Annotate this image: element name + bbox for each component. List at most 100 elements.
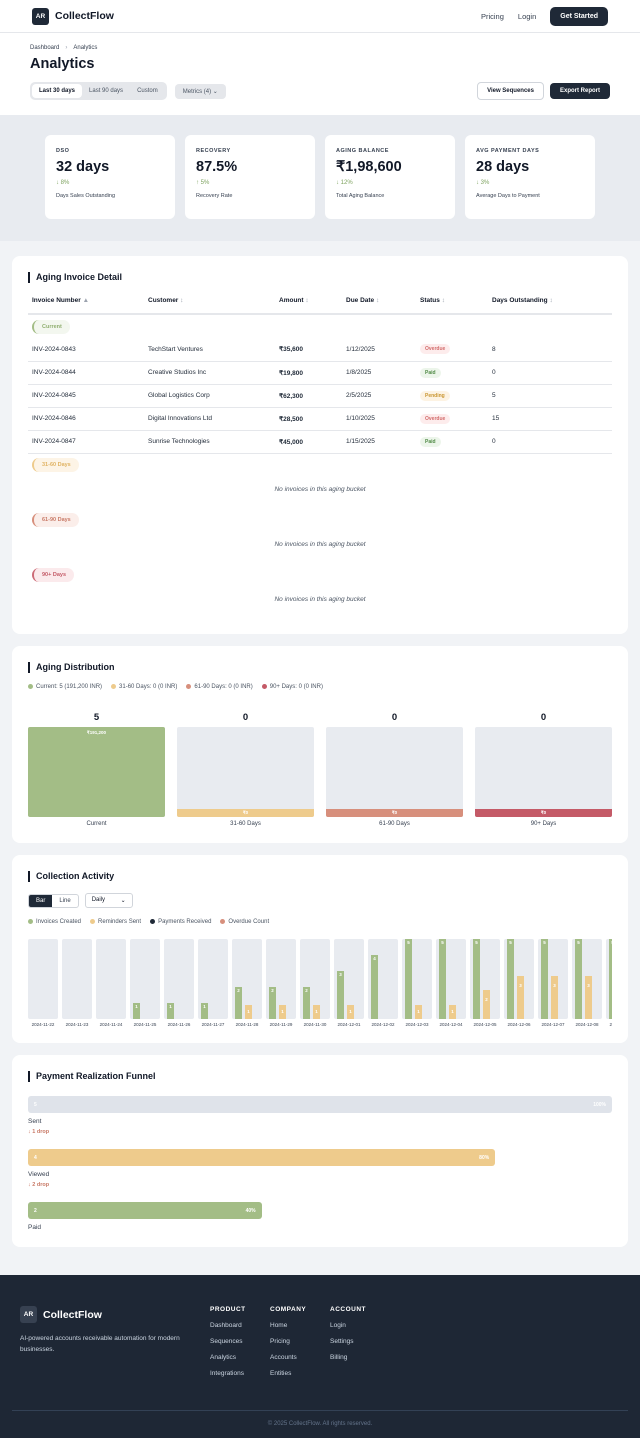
reminders-sent-bar[interactable]: 1: [347, 1005, 354, 1020]
activity-day-column: 2 1 2024-11-29: [266, 939, 296, 1027]
invoices-created-bar[interactable]: 2: [269, 987, 276, 1020]
footer-link-analytics[interactable]: Analytics: [210, 1354, 237, 1362]
distribution-bar[interactable]: ₹191,200: [28, 727, 165, 818]
invoices-created-bar[interactable]: 4: [371, 955, 378, 1020]
activity-date-label: 2024-12-01: [337, 1022, 361, 1028]
granularity-select[interactable]: Daily ⌄: [84, 893, 133, 909]
funnel-percent: 40%: [245, 1207, 256, 1214]
legend-label: 31-60 Days: 0 (0 INR): [119, 684, 178, 691]
footer-col-account: ACCOUNT Login Settings Billing: [330, 1306, 390, 1410]
invoices-created-bar[interactable]: 5: [473, 939, 480, 1020]
col-status[interactable]: Status ↕: [416, 297, 488, 315]
funnel-bar-viewed[interactable]: 4 80%: [28, 1149, 496, 1167]
kpi-subtitle: Recovery Rate: [196, 193, 233, 199]
funnel-count: 2: [34, 1207, 37, 1214]
footer-link-accounts[interactable]: Accounts: [270, 1354, 297, 1362]
cell-customer: Global Logistics Corp: [144, 384, 275, 408]
spacer-row: [28, 612, 612, 618]
funnel-bar-sent[interactable]: 5 100%: [28, 1096, 612, 1114]
footer-link-dashboard[interactable]: Dashboard: [210, 1322, 242, 1330]
distribution-bar[interactable]: ₹0: [475, 809, 612, 818]
reminders-sent-bar[interactable]: 3: [551, 976, 558, 1020]
col-days-outstanding[interactable]: Days Outstanding ↕: [488, 297, 612, 315]
footer-link-login[interactable]: Login: [330, 1322, 346, 1330]
funnel-bar-paid[interactable]: 2 40%: [28, 1202, 262, 1220]
footer-link-sequences[interactable]: Sequences: [210, 1338, 243, 1346]
reminders-sent-bar[interactable]: 2: [483, 990, 490, 1020]
cell-status: Pending: [416, 384, 488, 408]
view-sequences-button[interactable]: View Sequences: [477, 82, 544, 100]
footer-col-title: PRODUCT: [210, 1306, 246, 1314]
metrics-dropdown[interactable]: Metrics (4) ⌄: [174, 83, 226, 99]
export-report-button[interactable]: Export Report: [549, 83, 610, 99]
invoices-created-bar[interactable]: 3: [337, 971, 344, 1020]
invoices-created-bar[interactable]: 1: [133, 1003, 140, 1020]
cell-customer: Creative Studios Inc: [144, 361, 275, 385]
invoices-created-bar[interactable]: 5: [507, 939, 514, 1020]
reminders-sent-bar[interactable]: 1: [449, 1005, 456, 1020]
invoices-created-bar[interactable]: 1: [167, 1003, 174, 1020]
kpi-card-dso: DSO 32 days ↓ 8% Days Sales Outstanding: [45, 135, 175, 219]
range-last-30-days[interactable]: Last 30 days: [32, 84, 83, 98]
kpi-subtitle: Total Aging Balance: [336, 193, 385, 199]
reminders-sent-bar[interactable]: 1: [415, 1005, 422, 1020]
reminders-sent-bar[interactable]: 1: [279, 1005, 286, 1020]
cell-status: Paid: [416, 430, 488, 454]
footer-link-settings[interactable]: Settings: [330, 1338, 354, 1346]
activity-date-label: 2024-12-08: [575, 1022, 599, 1028]
nav-login-link[interactable]: Login: [517, 11, 537, 21]
range-last-90-days[interactable]: Last 90 days: [89, 88, 124, 94]
legend-dot: [28, 684, 33, 689]
reminders-sent-bar[interactable]: 3: [585, 976, 592, 1020]
range-custom[interactable]: Custom: [137, 88, 158, 94]
nav-pricing-link[interactable]: Pricing: [480, 11, 504, 21]
footer-link-billing[interactable]: Billing: [330, 1354, 348, 1362]
invoices-created-bar[interactable]: 5: [609, 939, 612, 1020]
col-customer[interactable]: Customer ↕: [144, 297, 275, 315]
table-header-row: Invoice Number ▲ Customer ↕ Amount ↕ Due…: [28, 297, 612, 315]
aging-bucket-badge[interactable]: Current: [32, 319, 70, 334]
toggle-bar[interactable]: Bar: [29, 894, 53, 907]
distribution-bar[interactable]: ₹0: [326, 809, 463, 818]
table-row[interactable]: INV-2024-0846 Digital Innovations Ltd ₹28,…: [28, 407, 612, 431]
table-row[interactable]: INV-2024-0847 Sunrise Technologies ₹45,000…: [28, 430, 612, 454]
invoices-created-bar[interactable]: 5: [405, 939, 412, 1020]
invoices-created-bar[interactable]: 5: [439, 939, 446, 1020]
legend-label: Reminders Sent: [98, 919, 142, 926]
invoices-created-bar[interactable]: 1: [201, 1003, 208, 1020]
payment-funnel: 5 100% Sent ↓ 1 drop 4 80% Viewed ↓ 2 drop 2 40% P…: [28, 1096, 612, 1231]
reminders-sent-bar[interactable]: 1: [245, 1005, 252, 1020]
col-amount[interactable]: Amount ↕: [275, 297, 342, 315]
col-due-date[interactable]: Due Date ↕: [342, 297, 416, 315]
toggle-line[interactable]: Line: [59, 897, 71, 904]
aging-bucket-badge[interactable]: 31-60 Days: [32, 458, 79, 473]
table-row[interactable]: INV-2024-0844 Creative Studios Inc ₹19,800…: [28, 361, 612, 385]
page-header: Dashboard › Analytics Analytics Last 30 …: [0, 33, 640, 115]
aging-bucket-badge[interactable]: 61-90 Days: [32, 513, 79, 527]
get-started-button[interactable]: Get Started: [550, 6, 608, 26]
footer-logo[interactable]: AR CollectFlow: [20, 1306, 190, 1324]
aging-bucket-badge[interactable]: 90+ Days: [32, 568, 75, 582]
invoices-created-bar[interactable]: 2: [303, 987, 310, 1020]
footer-link-integrations[interactable]: Integrations: [210, 1370, 244, 1378]
invoices-created-bar[interactable]: 5: [541, 939, 548, 1020]
breadcrumb-dashboard[interactable]: Dashboard: [30, 45, 60, 51]
table-row[interactable]: INV-2024-0845 Global Logistics Corp ₹62,30…: [28, 384, 612, 408]
brand[interactable]: AR CollectFlow: [32, 7, 114, 25]
col-invoice-number[interactable]: Invoice Number ▲: [28, 297, 144, 315]
reminders-sent-bar[interactable]: 3: [517, 976, 524, 1020]
footer-col-title: COMPANY: [270, 1306, 307, 1314]
footer-link-pricing[interactable]: Pricing: [270, 1338, 290, 1346]
cell-days-outstanding: 8: [488, 338, 612, 362]
invoices-created-bar[interactable]: 5: [575, 939, 582, 1020]
invoices-created-bar[interactable]: 2: [235, 987, 242, 1020]
footer-link-entities[interactable]: Entities: [270, 1370, 292, 1378]
distribution-bar[interactable]: ₹0: [177, 809, 314, 818]
footer-link-home[interactable]: Home: [270, 1322, 288, 1330]
table-row[interactable]: INV-2024-0843 TechStart Ventures ₹35,600 1/…: [28, 338, 612, 362]
activity-date-label: 2024-12-05: [473, 1022, 497, 1028]
reminders-sent-bar[interactable]: 1: [313, 1005, 320, 1020]
